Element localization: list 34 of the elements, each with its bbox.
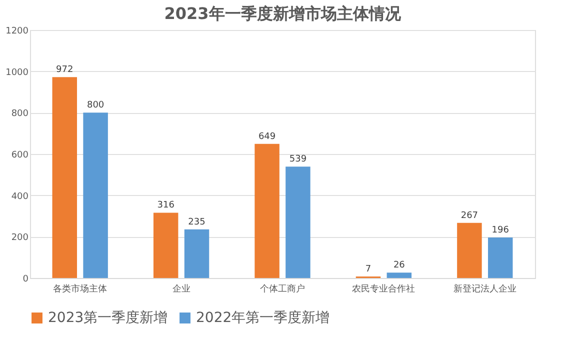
bar: [488, 237, 513, 278]
data-label: 267: [460, 210, 478, 221]
y-tick-label: 1200: [6, 26, 29, 36]
data-label: 7: [365, 264, 372, 275]
data-label: 235: [188, 217, 206, 228]
bar: [184, 229, 210, 278]
bar: [254, 144, 280, 278]
data-label: 800: [86, 100, 104, 111]
y-tick-label: 400: [11, 192, 29, 202]
legend-label: 2022年第一季度新增: [196, 310, 330, 326]
legend-label: 2023第一季度新增: [48, 310, 168, 326]
bar: [52, 77, 78, 278]
bar: [457, 222, 482, 278]
bar: [83, 112, 108, 278]
data-label: 972: [56, 65, 74, 76]
y-tick-label: 800: [11, 109, 29, 120]
data-label: 196: [492, 225, 510, 236]
bar: [286, 166, 310, 278]
chart-title: 2023年一季度新增市场主体情况: [164, 4, 402, 23]
data-label: 649: [258, 132, 276, 142]
y-tick-label: 200: [11, 233, 29, 244]
bar: [386, 272, 412, 278]
x-tick-label: 各类市场主体: [53, 284, 108, 294]
data-label: 539: [289, 154, 307, 165]
y-tick-label: 0: [22, 274, 29, 284]
x-tick-label: 农民专业合作社: [352, 284, 416, 294]
x-tick-label: 新登记法人企业: [453, 284, 516, 294]
y-tick-label: 600: [11, 150, 29, 160]
y-tick-label: 1000: [6, 68, 29, 78]
x-tick-label: 企业: [172, 284, 190, 294]
data-label: 26: [393, 260, 406, 271]
x-tick-label: 个体工商户: [260, 284, 305, 294]
bar: [153, 212, 178, 278]
data-label: 316: [157, 200, 175, 211]
